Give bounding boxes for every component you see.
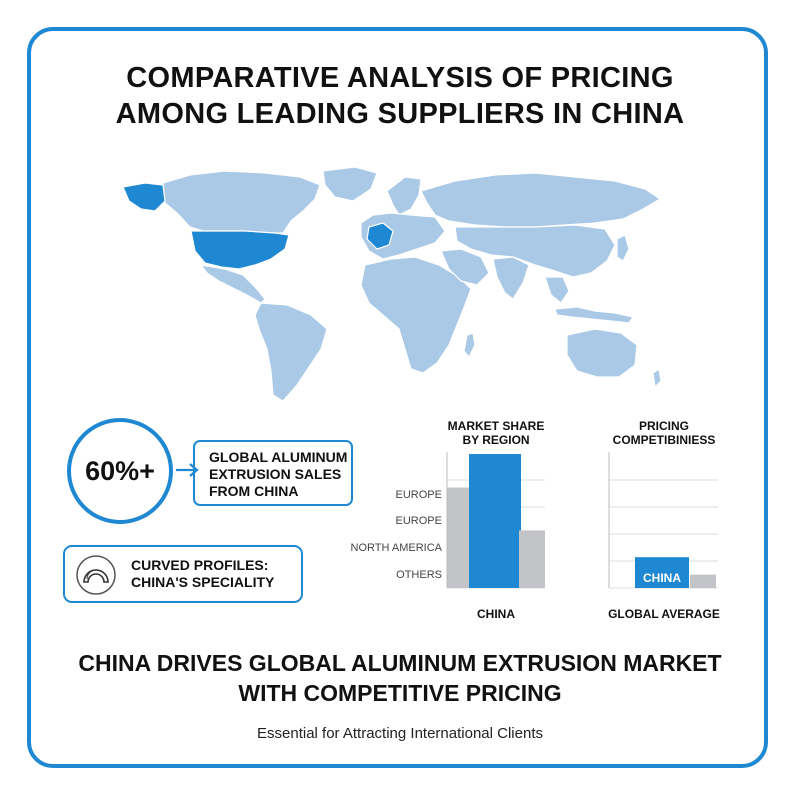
stat-line-1: GLOBAL ALUMINUM: [209, 449, 348, 465]
map-south-america: [254, 302, 328, 402]
profile-line-2: CHINA'S SPECIALITY: [131, 574, 275, 590]
map-asia: [454, 224, 616, 278]
map-france-highlight: [366, 222, 394, 250]
map-russia: [420, 172, 661, 228]
stat-callout: GLOBAL ALUMINUM EXTRUSION SALES FROM CHI…: [193, 440, 353, 506]
chart1-title-line-1: MARKET SHARE: [448, 419, 545, 433]
map-usa-highlight: [190, 230, 290, 270]
chart1-xlabel: CHINA: [477, 607, 515, 621]
map-canada: [162, 170, 321, 234]
map-africa: [360, 256, 472, 374]
subtitle: Essential for Attracting International C…: [257, 725, 543, 742]
chart1-ylabel-1: EUROPE: [396, 515, 442, 527]
chart1-bar-0: [447, 487, 469, 588]
chart2-xlabel: GLOBAL AVERAGE: [608, 607, 720, 621]
title-line-1: COMPARATIVE ANALYSIS OF PRICING: [126, 62, 674, 94]
map-central-america: [200, 264, 266, 304]
title-line-2: AMONG LEADING SUPPLIERS IN CHINA: [115, 98, 685, 130]
chart2-bar-1: [690, 574, 716, 588]
stat-circle: 60%+: [67, 418, 173, 524]
arrow-right-icon: [176, 463, 199, 477]
headline-line-2: WITH COMPETITIVE PRICING: [238, 680, 562, 706]
map-japan: [616, 234, 630, 262]
map-new-zealand: [652, 368, 662, 388]
map-australia: [566, 328, 638, 378]
map-india: [492, 256, 530, 300]
chart1-ylabel-2: NORTH AMERICA: [351, 542, 443, 554]
world-map: [122, 166, 662, 402]
map-madagascar: [463, 332, 476, 358]
stat-value: 60%+: [85, 455, 155, 486]
stat-line-2: EXTRUSION SALES: [209, 466, 342, 482]
chart1-bar-2: [519, 530, 545, 588]
stat-line-3: FROM CHINA: [209, 483, 299, 499]
map-southeast-asia: [544, 276, 570, 304]
map-greenland: [322, 166, 378, 202]
pricing-chart: PRICING COMPETIBINIESS CHINA GLOBAL AVER…: [608, 419, 720, 621]
map-middle-east: [440, 248, 490, 286]
page-title: COMPARATIVE ANALYSIS OF PRICING AMONG LE…: [0, 60, 800, 132]
map-indonesia: [554, 306, 634, 324]
map-scandinavia: [386, 176, 422, 216]
chart1-ylabel-0: EUROPE: [396, 489, 442, 501]
headline-line-1: CHINA DRIVES GLOBAL ALUMINUM EXTRUSION M…: [78, 650, 722, 676]
map-alaska-highlight: [122, 182, 166, 212]
curved-profile-icon: [76, 555, 116, 595]
chart1-ylabel-3: OTHERS: [396, 569, 442, 581]
headline: CHINA DRIVES GLOBAL ALUMINUM EXTRUSION M…: [0, 648, 800, 708]
chart1-title-line-2: BY REGION: [462, 433, 529, 447]
infographic-card: [27, 27, 768, 768]
charts-panel: MARKET SHARE BY REGION EUROPE EUROPE NOR…: [351, 419, 720, 621]
market-share-chart: MARKET SHARE BY REGION EUROPE EUROPE NOR…: [351, 419, 545, 621]
chart2-title-line-1: PRICING: [639, 419, 689, 433]
profile-callout: CURVED PROFILES: CHINA'S SPECIALITY: [63, 545, 303, 603]
chart2-bar-0: [635, 557, 689, 588]
chart1-bar-1: [469, 454, 521, 588]
chart2-title-line-2: COMPETIBINIESS: [613, 433, 716, 447]
chart2-bar-label: CHINA: [643, 571, 681, 585]
profile-line-1: CURVED PROFILES:: [131, 557, 269, 573]
